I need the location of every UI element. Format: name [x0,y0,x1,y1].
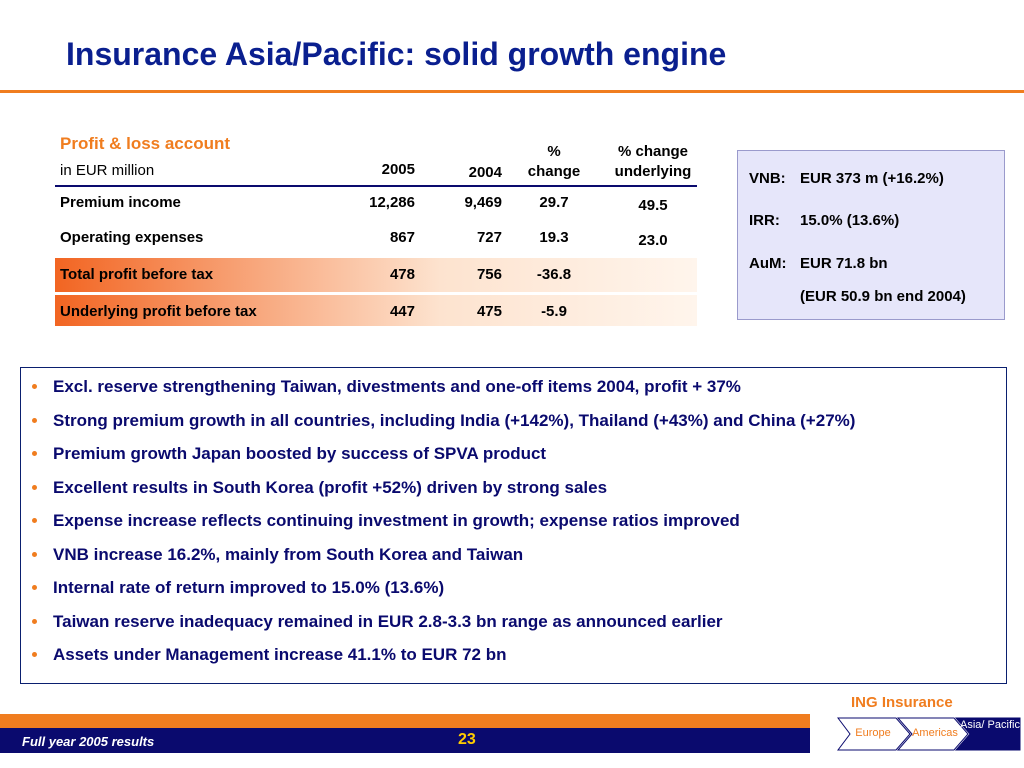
bullet-dot [32,551,37,557]
cell: 447 [389,303,415,320]
cell: -5.9 [541,303,567,320]
column-header: 2005 [381,161,415,178]
header-rule [55,185,697,187]
bullet: Taiwan reserve inadequacy remained in EU… [53,611,723,631]
title-rule [0,90,1024,93]
row-label: Underlying profit before tax [60,303,257,320]
column-header: % change underlying [614,143,692,180]
cell: 478 [389,266,415,283]
cell: 49.5 [638,197,668,214]
nav-chevrons [837,717,1021,751]
column-header: % change [527,143,581,180]
row-label: Operating expenses [60,229,204,246]
cell: 867 [389,229,415,246]
cell: -36.8 [536,266,572,283]
table-unit: in EUR million [60,162,155,179]
page-number: 23 [458,731,476,748]
cell: 475 [476,303,502,320]
bullet: Premium growth Japan boosted by success … [53,444,547,463]
cell: 9,469 [464,194,502,211]
highlight-band [55,258,697,292]
kpi-label: IRR: [749,212,780,229]
row-label: Premium income [60,194,181,211]
highlight-band [55,295,697,326]
kpi-note: (EUR 50.9 bn end 2004) [800,288,966,305]
bullet: Assets under Management increase 41.1% t… [53,645,507,664]
bullet-dot [32,585,37,590]
bullet: Excellent results in South Korea (profit… [53,477,608,497]
kpi-label: VNB: [749,170,786,187]
bullet-box [20,367,1007,684]
nav-item: Asia/ Pacific [960,719,1020,731]
cell: 12,286 [369,194,415,211]
column-header: 2004 [468,164,502,181]
footer-left: Full year 2005 results [22,734,155,749]
bullet: VNB increase 16.2%, mainly from South Ko… [53,544,524,564]
cell: 756 [476,266,502,283]
bullet: Internal rate of return improved to 15.0… [53,578,445,597]
row-label: Total profit before tax [60,266,214,283]
bullet-dot [32,518,37,523]
bullet-dot [32,484,37,490]
bullet: Expense increase reflects continuing inv… [53,511,740,530]
bullet-dot [32,652,37,657]
brand: ING Insurance [851,694,953,711]
kpi-text: EUR 71.8 bn [800,255,888,272]
cell: 727 [476,229,502,246]
bullet-dot [32,384,37,389]
cell: 23.0 [638,232,668,249]
kpi-label: AuM: [749,255,787,272]
cell: 29.7 [539,194,569,211]
nav-item: Europe [855,727,891,739]
cell: 19.3 [539,229,569,246]
bullet-dot [32,417,37,423]
nav-item: Americas [912,727,958,739]
kpi-text: 15.0% (13.6%) [800,212,900,229]
bullet: Excl. reserve strengthening Taiwan, dive… [53,377,741,396]
bullet-dot [32,618,37,624]
table-heading: Profit & loss account [60,134,231,153]
kpi-text: EUR 373 m (+16.2%) [800,170,944,187]
bullet-dot [32,451,37,456]
bullet: Strong premium growth in all countries, … [53,410,856,430]
title: Insurance Asia/Pacific: solid growth eng… [66,36,727,72]
footer-orange-bar [0,714,810,728]
footer-navy-bar [0,728,810,753]
kpi-box [737,150,1005,320]
